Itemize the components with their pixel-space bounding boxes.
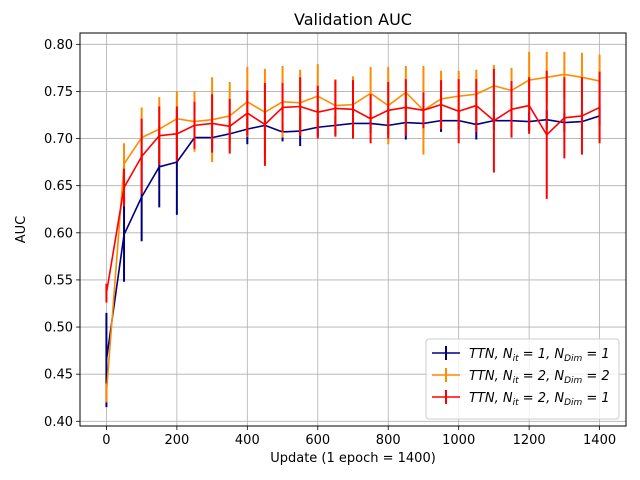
y-tick-label: 0.40 (44, 415, 73, 430)
y-tick-label: 0.70 (44, 132, 73, 147)
x-tick-label: 1400 (583, 433, 616, 448)
axis-ticks: 0 200 400 600 800 1000 1200 1400 0.40 0.45 0.50 0.5… (44, 38, 616, 448)
legend-entry-label: TTN, Nit = 1, NDim = 1 (469, 347, 610, 364)
x-tick-label: 200 (164, 433, 189, 448)
y-tick-label: 0.80 (44, 38, 73, 53)
series-3 (105, 68, 601, 303)
y-axis-label: AUC (14, 216, 29, 244)
x-axis-label: Update (1 epoch = 1400) (270, 451, 436, 466)
legend-entry-label: TTN, Nit = 2, NDim = 1 (469, 391, 610, 408)
y-tick-label: 0.55 (44, 273, 73, 288)
y-tick-label: 0.65 (44, 179, 73, 194)
y-tick-label: 0.75 (44, 85, 73, 100)
x-tick-label: 1000 (442, 433, 475, 448)
y-tick-label: 0.45 (44, 368, 73, 383)
plot-area-frame (79, 32, 627, 427)
legend-entry-label: TTN, Nit = 2, NDim = 2 (469, 369, 610, 386)
x-tick-label: 0 (102, 433, 110, 448)
y-tick-label: 0.50 (44, 321, 73, 336)
legend-box (425, 338, 620, 420)
chart-title: Validation AUC (294, 10, 412, 29)
x-tick-label: 400 (235, 433, 260, 448)
x-tick-label: 1200 (513, 433, 546, 448)
x-tick-label: 800 (376, 433, 401, 448)
y-tick-label: 0.60 (44, 226, 73, 241)
x-tick-label: 600 (305, 433, 330, 448)
series-line (105, 103, 600, 294)
chart-legend: TTN, Nit = 1, NDim = 1 TTN, Nit = 2, NDim… (425, 338, 620, 420)
plot-series (105, 51, 601, 408)
